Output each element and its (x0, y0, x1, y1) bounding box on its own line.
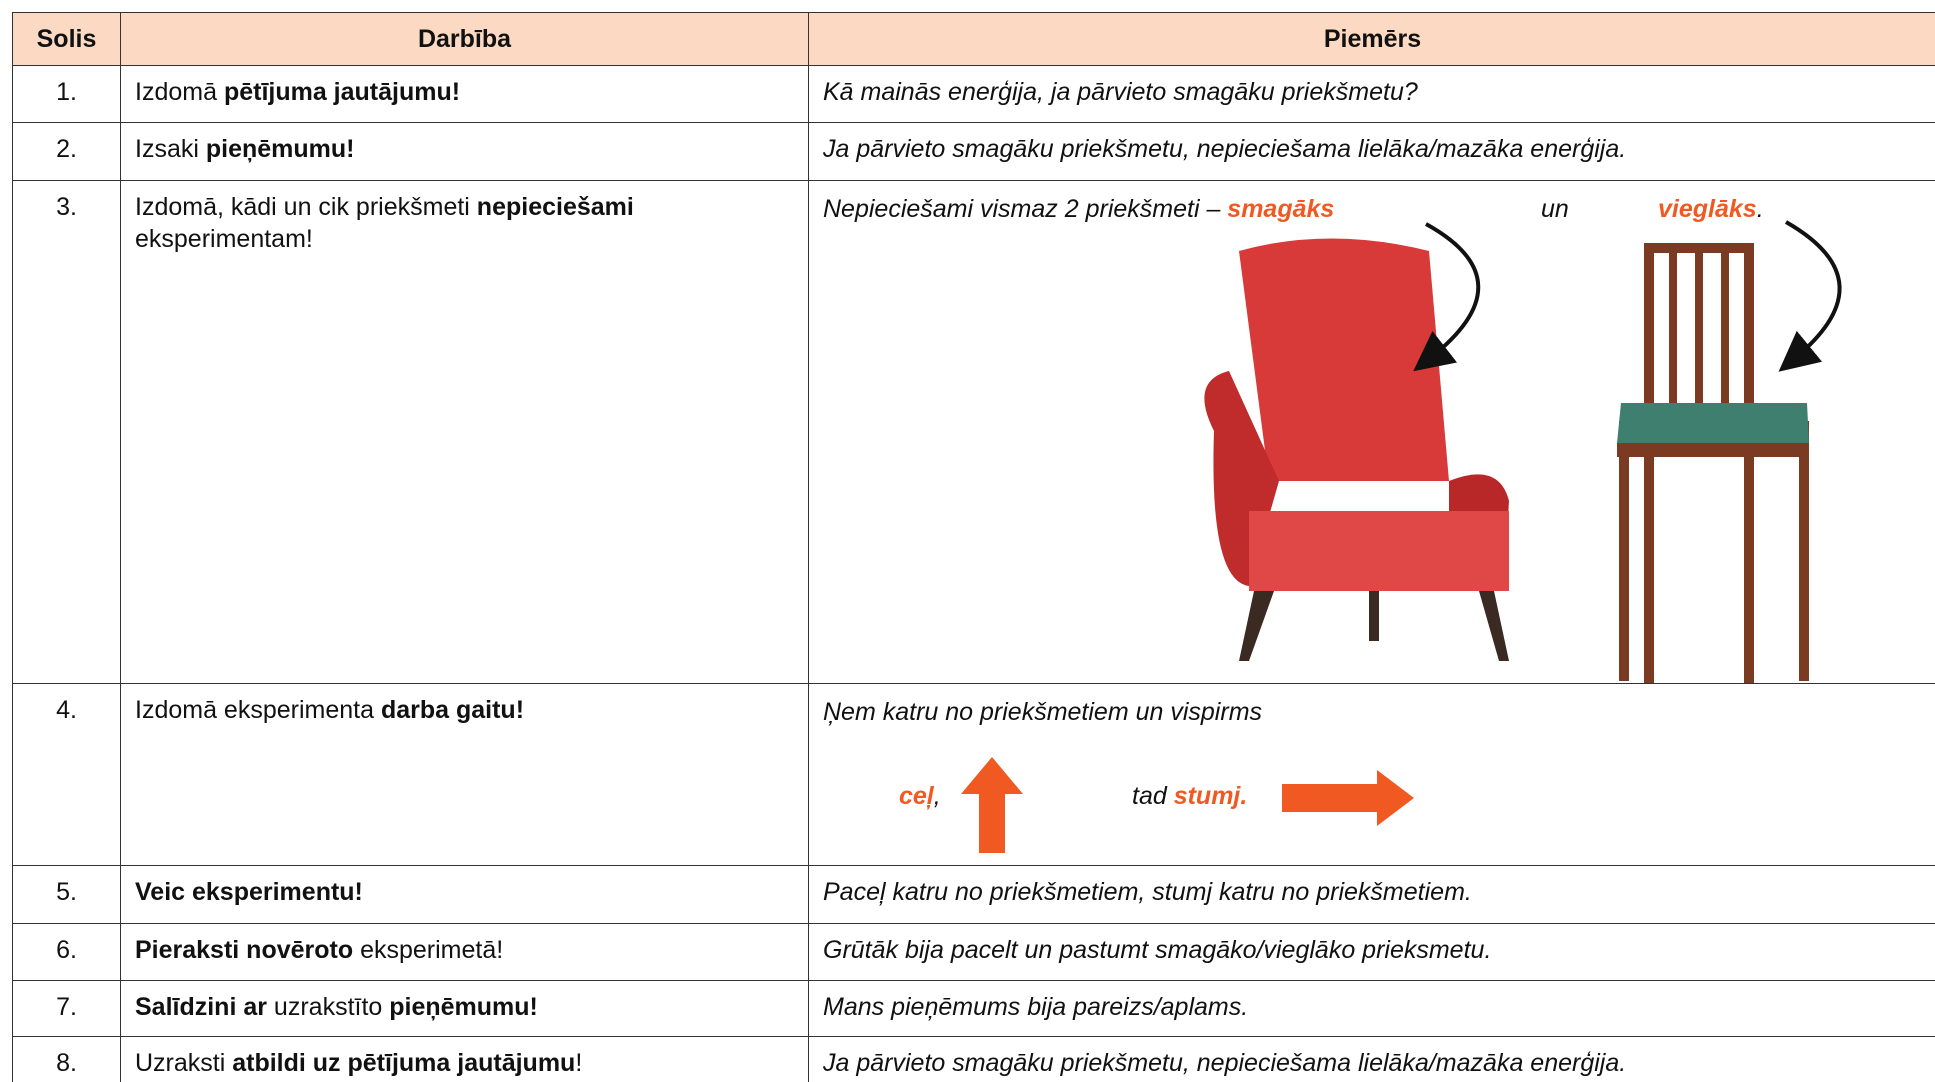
text-group: vieglāks. (1658, 193, 1764, 225)
steps-table: Solis Darbība Piemērs 1. Izdomā pētījuma … (12, 12, 1935, 1082)
text-group: Nepieciešami vismaz 2 priekšmeti – smagā… (823, 193, 1334, 225)
row: 8. Uzraksti atbildi uz pētījuma jautājumu… (12, 1036, 1935, 1082)
step-cell: 2. (12, 122, 121, 181)
example-cell: Ja pārvieto smagāku priekšmetu, nepiecie… (808, 122, 1935, 181)
text-segment: Ja pārvieto smagāku priekšmetu, nepiecie… (823, 1049, 1627, 1077)
text-segment: , (933, 782, 941, 810)
example-cell: Ņem katru no priekšmetiem un vispirms ceļ… (808, 683, 1935, 866)
text-group: tad stumj. (1132, 780, 1247, 812)
action-cell: Izdomā eksperimenta darba gaitu! (120, 683, 809, 866)
text-segment: vieglāks (1658, 195, 1757, 223)
step-cell: 7. (12, 980, 121, 1037)
header-cell: Solis (12, 12, 121, 66)
illustration (1204, 220, 1842, 683)
row: 3. Izdomā, kādi un cik priekšmeti nepieci… (12, 180, 1935, 684)
text-segment: pieņēmumu! (205, 135, 355, 163)
text-segment: pieņēmumu! (389, 993, 538, 1021)
text-segment: Salīdzini ar (135, 993, 267, 1021)
header-row: Solis Darbība Piemērs (12, 12, 1935, 66)
text-segment: tad (1132, 782, 1174, 810)
step-cell: 1. (12, 65, 121, 123)
text-segment: atbildi uz pētījuma jautājumu (232, 1049, 576, 1077)
text-segment: uzrakstīto (266, 993, 390, 1021)
text-group: ceļ, (899, 780, 941, 812)
header-cell: Piemērs (808, 12, 1935, 66)
step-cell: 5. (12, 865, 121, 924)
text-segment: ! (575, 1049, 583, 1077)
action-cell: Pieraksti novēroto eksperimetā! (120, 923, 809, 981)
text-segment: stumj. (1173, 782, 1248, 810)
right-arrow (1282, 770, 1414, 826)
step-cell: 6. (12, 923, 121, 981)
text-segment: Ņem katru no priekšmetiem un vispirms (823, 698, 1263, 726)
action-cell: Izdomā pētījuma jautājumu! (120, 65, 809, 123)
text-segment: smagāks (1227, 195, 1335, 223)
text-segment: Ja pārvieto smagāku priekšmetu, nepiecie… (823, 135, 1627, 163)
action-cell: Veic eksperimentu! (120, 865, 809, 924)
header-cell: Darbība (120, 12, 809, 66)
text-segment: Paceļ katru no priekšmetiem, stumj katru… (823, 878, 1472, 906)
row: 6. Pieraksti novēroto eksperimetā! Grūtāk … (12, 923, 1935, 981)
text-segment: Kā mainās enerģija, ja pārvieto smagāku … (823, 78, 1418, 106)
text-segment: Mans pieņēmums bija pareizs/aplams. (823, 993, 1249, 1021)
action-cell: Salīdzini ar uzrakstīto pieņēmumu! (120, 980, 809, 1037)
action-cell: Izsaki pieņēmumu! (120, 122, 809, 181)
up-arrow (961, 757, 1023, 853)
text-segment: Izdomā, kādi un cik priekšmeti (135, 193, 477, 221)
text-group: un (1541, 193, 1569, 225)
action-cell: Uzraksti atbildi uz pētījuma jautājumu! (120, 1036, 809, 1082)
text-segment: Grūtāk bija pacelt un pastumt smagāko/vi… (823, 936, 1492, 964)
row: 7. Salīdzini ar uzrakstīto pieņēmumu! Mans… (12, 980, 1935, 1037)
illustration (961, 757, 1414, 853)
text-segment: Izdomā eksperimenta (135, 696, 381, 724)
text-segment: eksperimetā! (353, 936, 504, 964)
text-segment: eksperimentam! (135, 225, 313, 253)
example-cell: Nepieciešami vismaz 2 priekšmeti – smagā… (808, 180, 1935, 684)
page: Solis Darbība Piemērs 1. Izdomā pētījuma … (12, 12, 1935, 1082)
text-segment: darba gaitu! (380, 696, 525, 724)
text-segment: Pieraksti novēroto (135, 936, 354, 964)
action-cell: Izdomā, kādi un cik priekšmeti nepiecieš… (120, 180, 809, 684)
example-cell: Ja pārvieto smagāku priekšmetu, nepiecie… (808, 1036, 1935, 1082)
step-cell: 8. (12, 1036, 121, 1082)
text-segment: nepieciešami (476, 193, 634, 221)
text-segment: Izsaki (135, 135, 206, 163)
wooden-chair (1617, 243, 1809, 683)
text-segment: ceļ (899, 782, 934, 810)
step-cell: 4. (12, 683, 121, 866)
text-segment: pētījuma jautājumu! (223, 78, 461, 106)
row: 1. Izdomā pētījuma jautājumu! Kā mainās en… (12, 65, 1935, 123)
row: 5. Veic eksperimentu! Paceļ katru no priek… (12, 865, 1935, 924)
row: 4. Izdomā eksperimenta darba gaitu! Ņem k… (12, 683, 1935, 866)
text-segment: Nepieciešami vismaz 2 priekšmeti – (823, 195, 1228, 223)
step-cell: 3. (12, 180, 121, 684)
example-cell: Mans pieņēmums bija pareizs/aplams. (808, 980, 1935, 1037)
armchair (1204, 238, 1509, 661)
text-segment: Uzraksti (135, 1049, 233, 1077)
example-cell: Paceļ katru no priekšmetiem, stumj katru… (808, 865, 1935, 924)
example-cell: Grūtāk bija pacelt un pastumt smagāko/vi… (808, 923, 1935, 981)
text-group: Ņem katru no priekšmetiem un vispirms (823, 696, 1262, 728)
row: 2. Izsaki pieņēmumu! Ja pārvieto smagāku p… (12, 122, 1935, 181)
text-segment: . (1756, 195, 1764, 223)
text-segment: un (1541, 195, 1569, 223)
text-segment: Izdomā (135, 78, 224, 106)
example-cell: Kā mainās enerģija, ja pārvieto smagāku … (808, 65, 1935, 123)
text-segment: Veic eksperimentu! (135, 878, 363, 906)
